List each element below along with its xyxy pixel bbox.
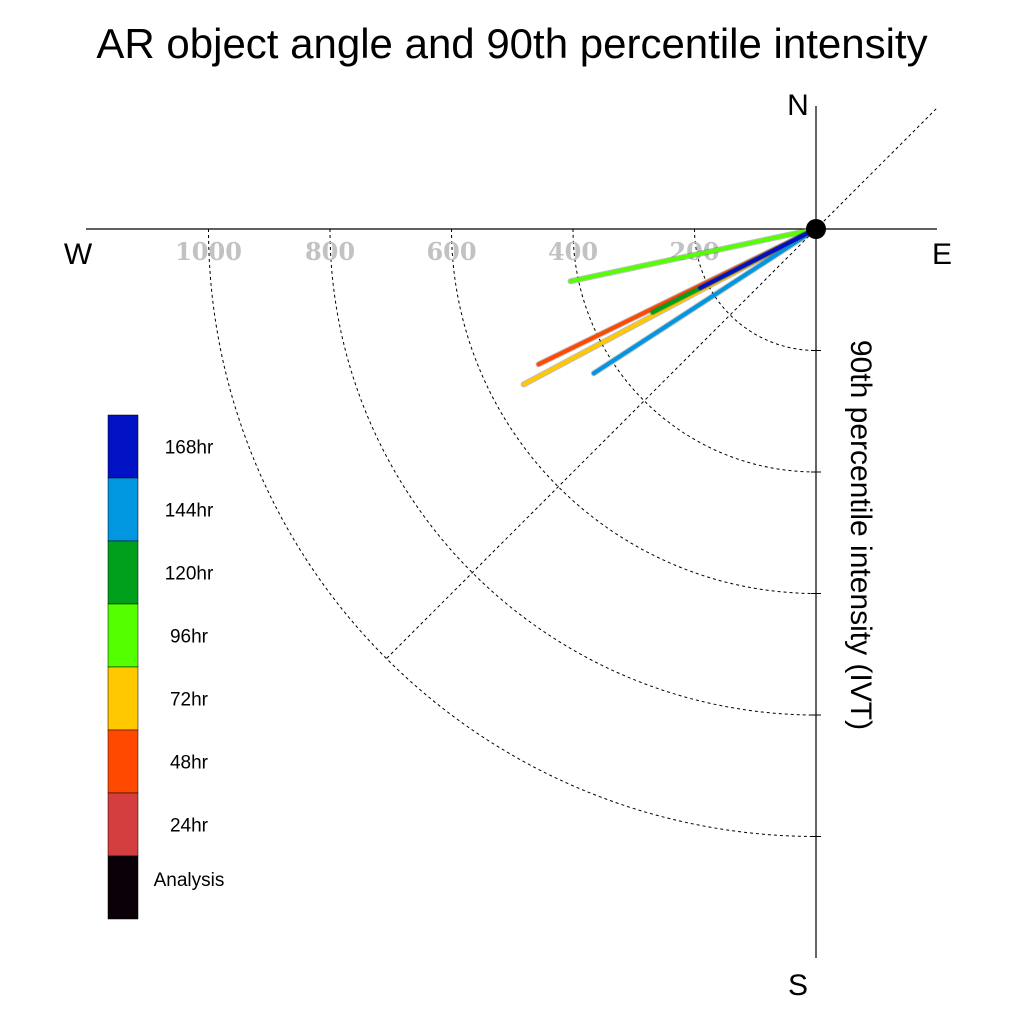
grid-ring-800 (329, 228, 817, 716)
series-lines (520, 226, 819, 388)
legend-swatch-168hr (107, 414, 139, 479)
compass-west-label: W (64, 238, 93, 271)
legend-label-72hr: 72hr (170, 690, 209, 711)
radial-tick-label-1000: 1000 (175, 237, 242, 266)
compass-south-label: S (788, 969, 808, 1002)
center-marker (806, 219, 826, 239)
legend-label-144hr: 144hr (165, 501, 214, 522)
legend-label-24hr: 24hr (170, 816, 209, 837)
compass-east-label: E (932, 238, 952, 271)
grid-ring-600 (451, 228, 817, 594)
legend-label-120hr: 120hr (165, 564, 214, 585)
radial-tick-label-800: 800 (305, 237, 355, 266)
legend-swatch-72hr (107, 666, 139, 731)
legend-swatch-Analysis (107, 855, 139, 920)
legend: 168hr 144hr 120hr 96hr 72hr 48hr 24hr Analysis (107, 414, 225, 920)
grid-ring-400 (572, 228, 817, 473)
series-line-144hr (591, 227, 818, 376)
series-line-168hr (698, 227, 818, 291)
chart-title: AR object angle and 90th percentile inte… (96, 20, 927, 67)
axes-layer (86, 106, 937, 958)
legend-swatch-24hr (107, 792, 139, 857)
legend-swatch-144hr (107, 477, 139, 542)
legend-label-Analysis: Analysis (154, 870, 225, 891)
legend-label-168hr: 168hr (165, 438, 214, 459)
radial-tick-label-400: 400 (548, 237, 598, 266)
compass-north-label: N (787, 89, 809, 122)
grid-layer (208, 108, 937, 837)
grid-ring-1000 (208, 228, 817, 837)
legend-label-96hr: 96hr (170, 627, 209, 648)
legend-swatch-96hr (107, 603, 139, 668)
legend-swatch-120hr (107, 540, 139, 605)
legend-label-48hr: 48hr (170, 753, 209, 774)
y-axis-label: 90th percentile intensity (IVT) (844, 340, 877, 730)
legend-swatch-48hr (107, 729, 139, 794)
radial-tick-label-600: 600 (426, 237, 476, 266)
series-line-96hr (568, 227, 818, 284)
